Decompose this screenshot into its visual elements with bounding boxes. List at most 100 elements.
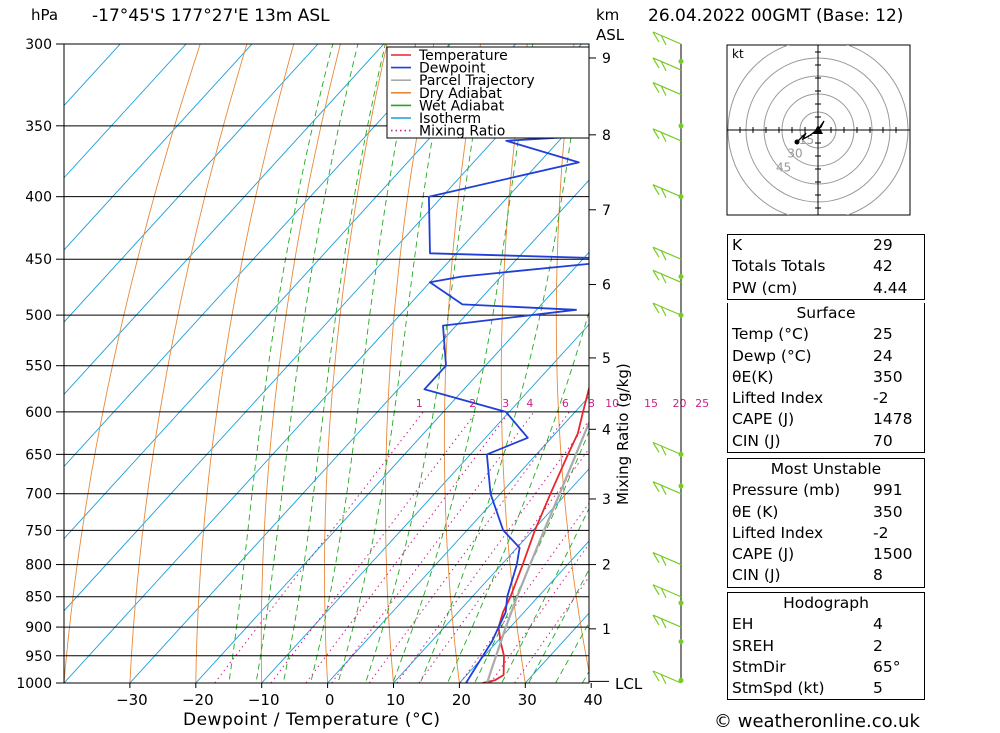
km-label: 2: [602, 558, 611, 574]
wind-barb: [652, 481, 682, 495]
wind-dot: [678, 677, 684, 683]
wind-barb-flag: [652, 82, 660, 93]
isotherm-line: [64, 44, 187, 179]
wind-barb-flag: [652, 481, 660, 493]
table-row: StmSpd (kt) 5: [728, 678, 924, 699]
dry-adiabat-line: [64, 44, 201, 683]
table-row: Temp (°C) 25: [728, 324, 924, 345]
wet-adiabat-line: [282, 44, 386, 683]
isotherm-line: [326, 396, 589, 683]
legend-entry: Dry Adiabat: [419, 86, 502, 102]
dry-adiabat-line: [129, 44, 248, 683]
km-label: 9: [602, 51, 611, 67]
pressure-label: 500: [25, 308, 52, 324]
wind-barb-flag: [660, 617, 667, 629]
wind-barb-flag: [652, 57, 660, 69]
plot-frame: [63, 43, 590, 684]
location-title: -17°45'S 177°27'E 13m ASL: [92, 6, 330, 26]
hodograph-stats-table: Hodograph EH 4 SREH 2 StmDir 65° StmSpd (kt) 5: [727, 592, 925, 701]
table-row-label: Lifted Index: [732, 523, 824, 542]
km-label: 5: [602, 351, 611, 367]
mixing-ratio-axis-label: Mixing Ratio (g/kg): [614, 363, 632, 505]
wet-adiabat-line: [447, 310, 589, 683]
wind-barb: [652, 584, 682, 598]
wind-barb: [652, 552, 682, 566]
table-row-value: 24: [873, 346, 893, 365]
legend-entry: Temperature: [418, 48, 508, 64]
table-row-label: StmSpd (kt): [732, 679, 825, 698]
wind-barb-flag: [652, 302, 660, 314]
temperature-tick-label: 20: [452, 691, 471, 709]
wind-barb-flag: [652, 670, 660, 682]
wind-dot: [678, 123, 684, 129]
table-row: K 29: [728, 235, 924, 256]
wind-barb-flag: [660, 60, 667, 72]
datetime-title: 26.04.2022 00GMT (Base: 12): [648, 6, 904, 26]
table-row-label: Totals Totals: [732, 257, 826, 276]
wet-adiabat-line: [364, 44, 489, 683]
wind-barb-flag: [652, 246, 660, 258]
pressure-label: 800: [25, 558, 52, 574]
mixing-ratio-line: [214, 411, 424, 683]
isotherm-line: [129, 179, 589, 683]
table-row: CIN (J) 8: [728, 565, 924, 586]
table-row-value: 8: [873, 566, 883, 585]
isotherm-line: [64, 44, 517, 540]
mixing-ratio-label: 20: [672, 397, 686, 410]
table-row-value: 350: [873, 502, 903, 521]
wind-barb-flag: [660, 555, 667, 566]
wet-adiabat-line: [255, 44, 359, 683]
temperature-tick-label: 0: [325, 691, 335, 709]
wet-adiabat-line: [474, 430, 589, 683]
table-row-value: 29: [873, 236, 893, 254]
hodograph-ring-label: 15: [799, 133, 814, 147]
table-row-value: 70: [873, 431, 893, 450]
table-row-label: Temp (°C): [732, 325, 809, 344]
table-row: θE(K) 350: [728, 367, 924, 388]
isotherm-line: [458, 540, 589, 683]
mixing-ratio-label: 3: [502, 397, 509, 410]
wind-dot: [678, 600, 684, 606]
table-row-value: 5: [873, 679, 883, 698]
wind-barb-flag: [660, 484, 667, 495]
table-row-value: 4.44: [873, 278, 908, 297]
wind-barb-flag: [652, 31, 660, 43]
table-row-value: 1500: [873, 545, 913, 564]
table-row: Totals Totals 42: [728, 256, 924, 277]
wet-adiabat-line: [228, 44, 334, 683]
km-label: 3: [602, 492, 611, 508]
table-row-value: 4: [873, 615, 883, 634]
wind-barb: [652, 184, 682, 198]
dry-adiabat-line: [260, 44, 341, 683]
table-row-label: CIN (J): [732, 566, 781, 585]
km-label: 4: [602, 422, 611, 438]
pressure-unit: hPa: [31, 6, 59, 24]
wind-barb-flag: [660, 249, 667, 261]
indices-table: K 29 Totals Totals 42 PW (cm) 4.44: [727, 234, 925, 300]
wind-barb-flag: [652, 552, 660, 563]
wet-adiabat-line: [419, 44, 586, 683]
site-credit: © weatheronline.co.uk: [714, 711, 920, 732]
table-row-label: CIN (J): [732, 431, 781, 450]
table-row: PW (cm) 4.44: [728, 278, 924, 299]
table-row: Dewp (°C) 24: [728, 346, 924, 367]
table-row-label: SREH: [732, 636, 775, 655]
profile-dewpoint: [423, 54, 589, 683]
dry-adiabat-line: [500, 44, 528, 683]
dry-adiabat-line: [993, 26, 1000, 709]
wind-barb-flag: [652, 128, 660, 140]
table-row-label: PW (cm): [732, 278, 798, 297]
table-row: Lifted Index -2: [728, 523, 924, 544]
dry-adiabat-line: [195, 44, 295, 683]
isotherm-line: [64, 44, 253, 251]
surface-table: Surface Temp (°C) 25 Dewp (°C) 24 θE(K) 350 Li…: [727, 303, 925, 454]
table-row-label: θE (K): [732, 502, 779, 521]
table-row-label: Dewp (°C): [732, 346, 812, 365]
table-row: CAPE (J) 1478: [728, 409, 924, 430]
mixing-ratio-label: 4: [526, 397, 533, 410]
isotherm-line: [195, 251, 589, 683]
table-row-label: Pressure (mb): [732, 481, 841, 500]
pressure-label: 750: [25, 523, 52, 539]
pressure-label: 600: [25, 405, 52, 421]
